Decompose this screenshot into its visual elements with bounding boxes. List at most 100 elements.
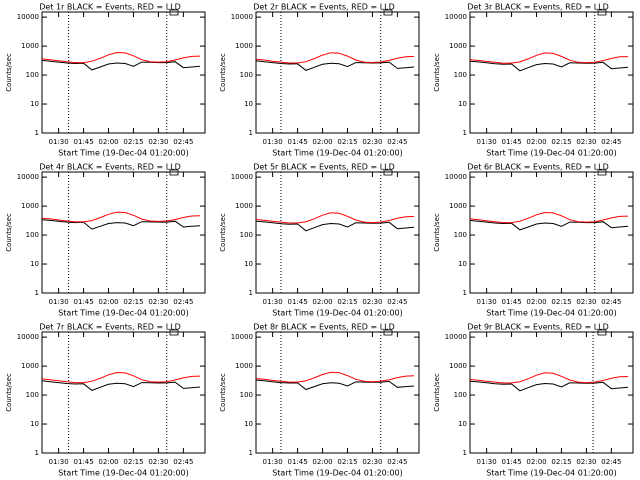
series-line	[41, 59, 201, 71]
marker-box	[169, 329, 179, 336]
x-axis-label: Start Time (19-Dec-04 01:20:00)	[272, 309, 403, 318]
y-axis-label: Counts/sec	[5, 213, 13, 252]
marker-box	[597, 329, 607, 336]
x-tick-label: 02:30	[148, 138, 168, 146]
chart-title: Det 5r BLACK = Events, RED = LLD	[253, 163, 395, 172]
y-tick-label: 1000	[21, 202, 39, 210]
y-tick-label: 10	[30, 260, 39, 268]
marker-box	[383, 9, 393, 16]
x-tick-label: 02:30	[148, 458, 168, 466]
y-tick-label: 10000	[17, 13, 39, 21]
x-tick-label: 01:45	[73, 138, 93, 146]
y-tick-label: 1000	[449, 42, 467, 50]
y-tick-label: 1000	[235, 42, 253, 50]
series-line	[469, 211, 629, 224]
series-line	[255, 379, 415, 391]
x-tick-label: 02:00	[312, 458, 332, 466]
x-tick-label: 02:30	[576, 298, 596, 306]
x-tick-label: 02:45	[601, 138, 621, 146]
series-line	[41, 51, 201, 64]
plot-frame	[469, 171, 634, 294]
marker-box	[383, 329, 393, 336]
y-tick-label: 100	[240, 391, 253, 399]
series-line	[41, 371, 201, 384]
x-tick-label: 02:30	[148, 298, 168, 306]
y-tick-label: 10	[30, 100, 39, 108]
y-axis-label: Counts/sec	[219, 373, 227, 412]
y-tick-label: 1000	[235, 202, 253, 210]
x-axis-label: Start Time (19-Dec-04 01:20:00)	[272, 149, 403, 158]
y-tick-label: 10000	[231, 13, 253, 21]
plot-frame	[41, 11, 206, 134]
x-axis-label: Start Time (19-Dec-04 01:20:00)	[58, 149, 189, 158]
y-tick-label: 10000	[231, 333, 253, 341]
plot-frame	[41, 331, 206, 454]
y-tick-label: 1000	[235, 362, 253, 370]
y-tick-label: 1000	[21, 362, 39, 370]
y-tick-label: 10	[458, 260, 467, 268]
y-tick-label: 1	[249, 289, 253, 297]
x-tick-label: 02:45	[173, 458, 193, 466]
y-tick-label: 1	[249, 449, 253, 457]
x-tick-label: 02:15	[337, 138, 357, 146]
y-axis-label: Counts/sec	[219, 53, 227, 92]
x-tick-label: 02:15	[123, 298, 143, 306]
x-tick-label: 02:00	[98, 298, 118, 306]
x-axis-label: Start Time (19-Dec-04 01:20:00)	[486, 309, 617, 318]
y-tick-label: 10000	[445, 13, 467, 21]
marker-box	[383, 169, 393, 176]
x-tick-label: 02:30	[362, 138, 382, 146]
x-tick-label: 01:30	[49, 298, 69, 306]
series-line	[255, 212, 415, 224]
y-tick-label: 1000	[21, 42, 39, 50]
x-axis-label: Start Time (19-Dec-04 01:20:00)	[272, 469, 403, 478]
y-tick-label: 10	[30, 420, 39, 428]
chart-title: Det 1r BLACK = Events, RED = LLD	[39, 3, 181, 12]
y-tick-label: 1	[35, 449, 39, 457]
x-tick-label: 01:30	[477, 458, 497, 466]
series-line	[41, 211, 201, 223]
y-tick-label: 1000	[449, 202, 467, 210]
y-tick-label: 100	[26, 71, 39, 79]
x-tick-label: 01:30	[263, 298, 283, 306]
x-tick-label: 01:45	[73, 298, 93, 306]
x-tick-label: 02:00	[312, 138, 332, 146]
y-axis-label: Counts/sec	[5, 373, 13, 412]
series-line	[469, 372, 629, 384]
y-tick-label: 1	[463, 129, 467, 137]
plot-frame	[41, 171, 206, 294]
y-axis-label: Counts/sec	[433, 373, 441, 412]
x-tick-label: 01:30	[49, 458, 69, 466]
x-tick-label: 02:00	[312, 298, 332, 306]
x-tick-label: 02:45	[601, 298, 621, 306]
y-tick-label: 10	[458, 420, 467, 428]
x-tick-label: 01:45	[287, 298, 307, 306]
x-tick-label: 02:30	[362, 298, 382, 306]
series-line	[469, 380, 629, 392]
x-tick-label: 02:15	[337, 458, 357, 466]
chart-title: Det 6r BLACK = Events, RED = LLD	[467, 163, 609, 172]
chart-title: Det 3r BLACK = Events, RED = LLD	[467, 3, 609, 12]
x-tick-label: 02:15	[551, 138, 571, 146]
x-tick-label: 02:30	[576, 458, 596, 466]
y-tick-label: 100	[454, 231, 467, 239]
x-tick-label: 02:15	[551, 298, 571, 306]
x-tick-label: 02:15	[123, 138, 143, 146]
x-tick-label: 02:45	[601, 458, 621, 466]
y-tick-label: 1	[463, 449, 467, 457]
y-tick-label: 1	[35, 289, 39, 297]
y-axis-label: Counts/sec	[219, 213, 227, 252]
series-line	[469, 219, 629, 231]
y-tick-label: 10000	[17, 333, 39, 341]
x-tick-label: 02:45	[387, 298, 407, 306]
series-line	[41, 380, 201, 391]
chart-title: Det 9r BLACK = Events, RED = LLD	[467, 323, 609, 332]
x-tick-label: 02:45	[173, 298, 193, 306]
x-tick-label: 01:30	[49, 138, 69, 146]
x-tick-label: 01:45	[73, 458, 93, 466]
x-tick-label: 02:45	[387, 458, 407, 466]
series-line	[255, 371, 415, 383]
y-axis-label: Counts/sec	[433, 53, 441, 92]
y-tick-label: 10	[244, 100, 253, 108]
